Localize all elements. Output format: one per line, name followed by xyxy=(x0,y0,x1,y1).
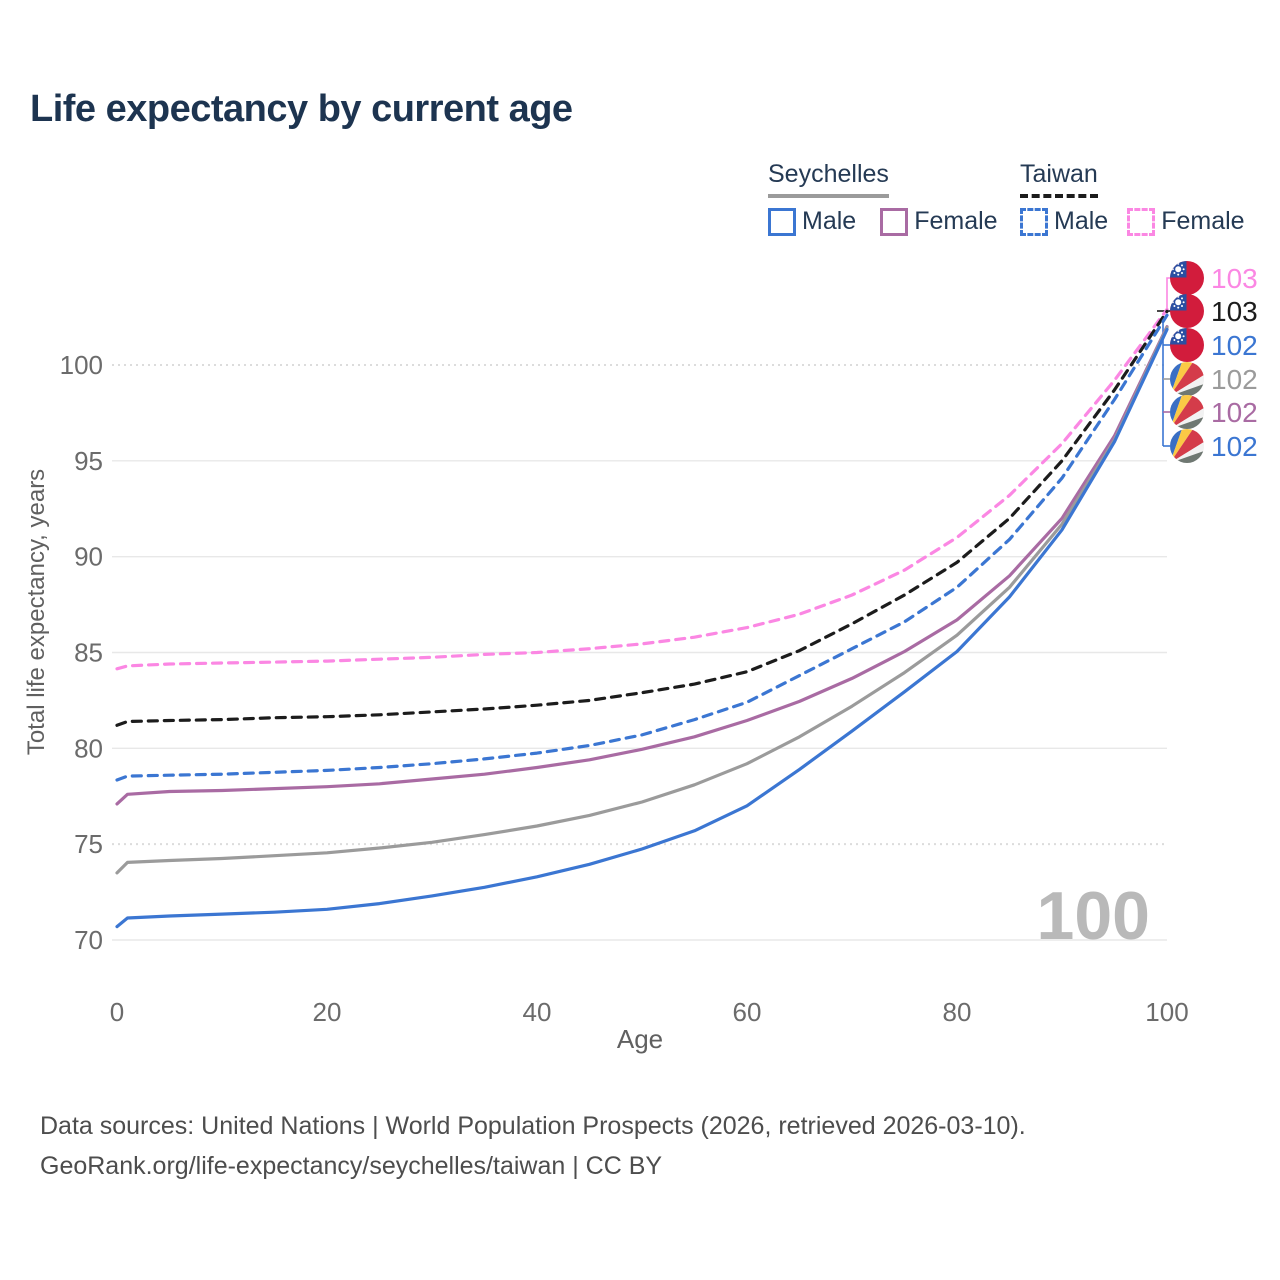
legend-swatch-taiwan-male[interactable] xyxy=(1020,207,1048,236)
x-axis-title: Age xyxy=(617,1024,663,1054)
label-leader-lines xyxy=(1157,277,1172,447)
series-line-taiwan-female[interactable] xyxy=(115,307,1169,671)
series-line-seychelles-male[interactable] xyxy=(115,327,1169,929)
y-tick-90: 90 xyxy=(74,542,103,572)
y-tick-95: 95 xyxy=(74,446,103,476)
legend-label-taiwan-male[interactable]: Male xyxy=(1054,207,1109,235)
series-line-seychelles-female[interactable] xyxy=(115,325,1169,806)
legend-label-seychelles-male[interactable]: Male xyxy=(802,207,857,235)
legend-group-taiwan: Taiwan Male Female xyxy=(1020,160,1245,236)
flag-icon-seychelles xyxy=(1170,362,1204,396)
legend-label-seychelles-female[interactable]: Female xyxy=(914,207,998,235)
gridlines-group xyxy=(112,364,1167,941)
end-value-label-0: 103 xyxy=(1211,263,1258,294)
legend-label-taiwan-female[interactable]: Female xyxy=(1161,207,1245,235)
y-tick-75: 75 xyxy=(74,829,103,859)
footer: Data sources: United Nations | World Pop… xyxy=(40,1106,1026,1186)
series-line-taiwan[interactable] xyxy=(115,309,1169,727)
legend-swatch-seychelles-male[interactable] xyxy=(768,207,796,236)
flag-icon-seychelles xyxy=(1170,395,1204,429)
x-tick-20: 20 xyxy=(313,997,342,1027)
end-value-label-2: 102 xyxy=(1211,330,1258,361)
end-value-label-4: 102 xyxy=(1211,397,1258,428)
flag-icon-seychelles xyxy=(1170,429,1204,463)
y-tick-85: 85 xyxy=(74,638,103,668)
end-value-label-3: 102 xyxy=(1211,364,1258,395)
page-title: Life expectancy by current age xyxy=(30,88,573,130)
flag-icon-taiwan xyxy=(1170,294,1204,328)
x-tick-0: 0 xyxy=(110,997,124,1027)
footer-data-sources: Data sources: United Nations | World Pop… xyxy=(40,1112,1026,1140)
legend-country-taiwan[interactable]: Taiwan xyxy=(1020,160,1098,198)
age-watermark: 100 xyxy=(1037,878,1150,954)
series-line-seychelles[interactable] xyxy=(115,326,1169,875)
y-axis-title: Total life expectancy, years xyxy=(23,469,50,755)
footer-attribution-link[interactable]: GeoRank.org/life-expectancy/seychelles/t… xyxy=(40,1152,663,1180)
legend-group-seychelles: Seychelles Male Female xyxy=(768,160,998,236)
legend-country-seychelles[interactable]: Seychelles xyxy=(768,160,889,198)
flag-icon-taiwan xyxy=(1170,328,1204,362)
legend-row-taiwan: Male Female xyxy=(1020,207,1245,236)
legend-swatch-seychelles-female[interactable] xyxy=(880,207,909,236)
legend-swatch-taiwan-female[interactable] xyxy=(1127,207,1156,236)
x-tick-40: 40 xyxy=(523,997,552,1027)
legend-row-seychelles: Male Female xyxy=(768,207,998,236)
x-tick-100: 100 xyxy=(1145,997,1188,1027)
x-tick-60: 60 xyxy=(733,997,762,1027)
y-tick-80: 80 xyxy=(74,733,103,763)
series-line-taiwan-male[interactable] xyxy=(115,313,1169,782)
flag-icon-taiwan xyxy=(1170,261,1204,295)
axis-ticks-group: 70 75 80 85 90 95 100 0 20 40 60 80 100 xyxy=(60,350,1189,1027)
y-tick-70: 70 xyxy=(74,925,103,955)
end-value-label-5: 102 xyxy=(1211,431,1258,462)
series-curves-group xyxy=(115,307,1169,929)
end-value-label-1: 103 xyxy=(1211,296,1258,327)
x-tick-80: 80 xyxy=(943,997,972,1027)
y-tick-100: 100 xyxy=(60,350,103,380)
